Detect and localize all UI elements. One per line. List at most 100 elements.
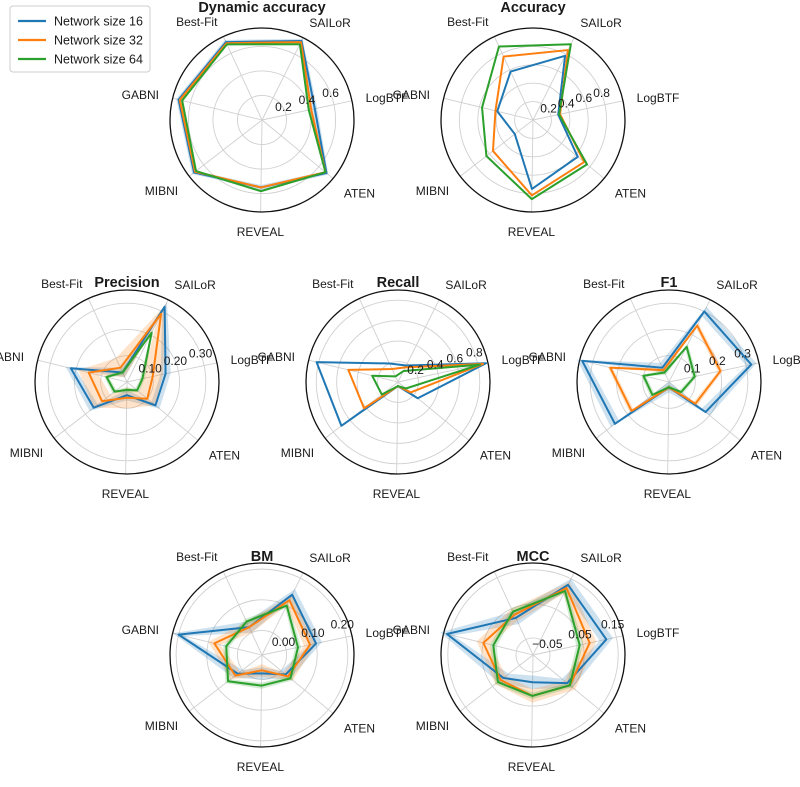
polar-frame xyxy=(34,289,220,475)
polar-frame xyxy=(169,27,355,213)
axis-label-reveal: REVEAL xyxy=(373,487,421,501)
series-band-network-size-32 xyxy=(208,594,316,681)
chart-title: F1 xyxy=(661,275,678,291)
grid-spoke xyxy=(261,119,334,179)
tick-label: 0.3 xyxy=(734,346,751,360)
series-line-network-size-16 xyxy=(496,54,579,190)
grid-spoke xyxy=(531,654,534,747)
grid-circle xyxy=(73,328,181,436)
axis-label-mibni: MIBNI xyxy=(552,446,585,460)
series-line-network-size-64 xyxy=(225,604,299,687)
tick-label: 0.10 xyxy=(301,626,325,640)
grid-spoke xyxy=(532,100,624,121)
axis-label-best-fit: Best-Fit xyxy=(583,277,625,291)
grid-spoke xyxy=(308,359,399,383)
axis-label-gabni: GABNI xyxy=(393,623,430,637)
grid-spoke xyxy=(261,572,304,656)
series-line-network-size-64 xyxy=(481,43,589,201)
axis-label-logbtf: LogBTF xyxy=(637,91,680,105)
chart-title: Accuracy xyxy=(500,0,565,16)
grid-circle xyxy=(47,302,207,462)
grid-spoke xyxy=(188,119,263,177)
axis-label-best-fit: Best-Fit xyxy=(447,15,489,29)
grid-spoke xyxy=(532,635,624,656)
grid-spoke xyxy=(668,362,760,383)
tick-label: 0.6 xyxy=(576,91,593,105)
axis-label-mibni: MIBNI xyxy=(145,719,178,733)
grid-circle xyxy=(187,45,337,195)
axis-label-gabni: GABNI xyxy=(122,623,159,637)
grid-spoke xyxy=(261,100,353,121)
radar-plot-area: 0.00 0.10 0.20 LogBTF SAILoR Best-Fit GABNI MIB… xyxy=(122,550,409,774)
axis-label-aten: ATEN xyxy=(615,721,646,735)
axis-label-aten: ATEN xyxy=(751,448,782,462)
radar-plot-area: 0.2 0.4 0.6 LogBTF SAILoR Best-Fit GABNI MIBNI R… xyxy=(122,15,409,239)
axis-label-aten: ATEN xyxy=(615,186,646,200)
axis-label-mibni: MIBNI xyxy=(10,446,43,460)
tick-label: 0.6 xyxy=(322,86,339,100)
axis-label-gabni: GABNI xyxy=(393,88,430,102)
axis-label-sailor: SAILoR xyxy=(309,551,351,565)
grid-spoke xyxy=(396,381,399,474)
tick-label: 0.2 xyxy=(407,363,424,377)
tick-label: 0.20 xyxy=(164,354,188,368)
grid-circle xyxy=(495,82,571,158)
series-line-network-size-32 xyxy=(178,41,327,189)
series-line-network-size-32 xyxy=(213,599,311,678)
grid-circle xyxy=(336,320,460,444)
tick-label: 0.2 xyxy=(275,100,292,114)
tick-label: 0.4 xyxy=(299,93,316,107)
polar-frame xyxy=(440,27,626,213)
series-band-network-size-32 xyxy=(78,304,166,409)
grid-spoke xyxy=(222,36,263,121)
grid-spoke xyxy=(459,654,534,712)
grid-spoke xyxy=(172,97,263,121)
axis-label-gabni: GABNI xyxy=(0,350,24,364)
axis-label-best-fit: Best-Fit xyxy=(176,15,218,29)
tick-label: 0.15 xyxy=(601,618,625,632)
radar-plot-area: 0.1 0.2 0.3 LogBTF SAILoR Best-Fit GABNI MIBNI R… xyxy=(529,277,800,501)
grid-spoke xyxy=(222,571,263,656)
legend-label-32: Network size 32 xyxy=(54,34,143,48)
axis-label-logbtf: LogBTF xyxy=(366,91,409,105)
axis-label-aten: ATEN xyxy=(344,721,375,735)
series-line-network-size-64 xyxy=(492,590,581,697)
radar-panel-f1: F1 0.1 0.2 0.3 LogBTF SAILoR Best-Fit GABNI MIB… xyxy=(529,275,800,501)
tick-label: 0.6 xyxy=(446,351,463,365)
axis-label-best-fit: Best-Fit xyxy=(41,277,83,291)
axis-label-logbtf: LogBTF xyxy=(773,353,800,367)
radar-plot-area: 0.100.200.30 LogBTF SAILoR Best-Fit GABNI MIB… xyxy=(0,277,273,501)
axis-label-reveal: REVEAL xyxy=(508,225,556,239)
axis-label-aten: ATEN xyxy=(344,186,375,200)
legend: Network size 16 Network size 32 Network … xyxy=(9,5,151,73)
series-band-network-size-64 xyxy=(223,602,301,689)
tick-label: 0.8 xyxy=(466,346,483,360)
grid-spoke xyxy=(37,359,128,383)
series-line-network-size-32 xyxy=(609,324,722,412)
chart-title: MCC xyxy=(516,549,550,565)
tick-label: 0.05 xyxy=(568,627,592,641)
chart-title: Dynamic accuracy xyxy=(198,0,325,16)
chart-title: Precision xyxy=(94,275,159,291)
grid-spoke xyxy=(126,381,199,441)
axis-label-mibni: MIBNI xyxy=(145,184,178,198)
grid-spoke xyxy=(532,654,605,714)
axis-label-logbtf: LogBTF xyxy=(502,353,545,367)
tick-label: 0.1 xyxy=(684,361,701,375)
tick-label: 0.2 xyxy=(540,102,557,116)
series-line-network-size-16 xyxy=(445,583,608,685)
radar-plot-area: −0.05 0.05 0.15 LogBTF SAILoR Best-Fit GABNI MI… xyxy=(393,550,680,774)
legend-label-64: Network size 64 xyxy=(54,53,143,67)
series-band-network-size-32 xyxy=(476,581,597,703)
legend-label-16: Network size 16 xyxy=(54,15,143,29)
grid-circle xyxy=(175,568,349,742)
grid-spoke xyxy=(531,119,534,212)
axis-label-logbtf: LogBTF xyxy=(366,626,409,640)
radar-panel-bm: BM 0.00 0.10 0.20 LogBTF SAILoR Best-Fit GABNI… xyxy=(122,549,409,774)
axis-label-gabni: GABNI xyxy=(122,88,159,102)
tick-label: 0.00 xyxy=(272,635,296,649)
polar-frame xyxy=(305,289,491,475)
series-band-network-size-64 xyxy=(640,344,698,397)
grid-spoke xyxy=(261,37,304,121)
